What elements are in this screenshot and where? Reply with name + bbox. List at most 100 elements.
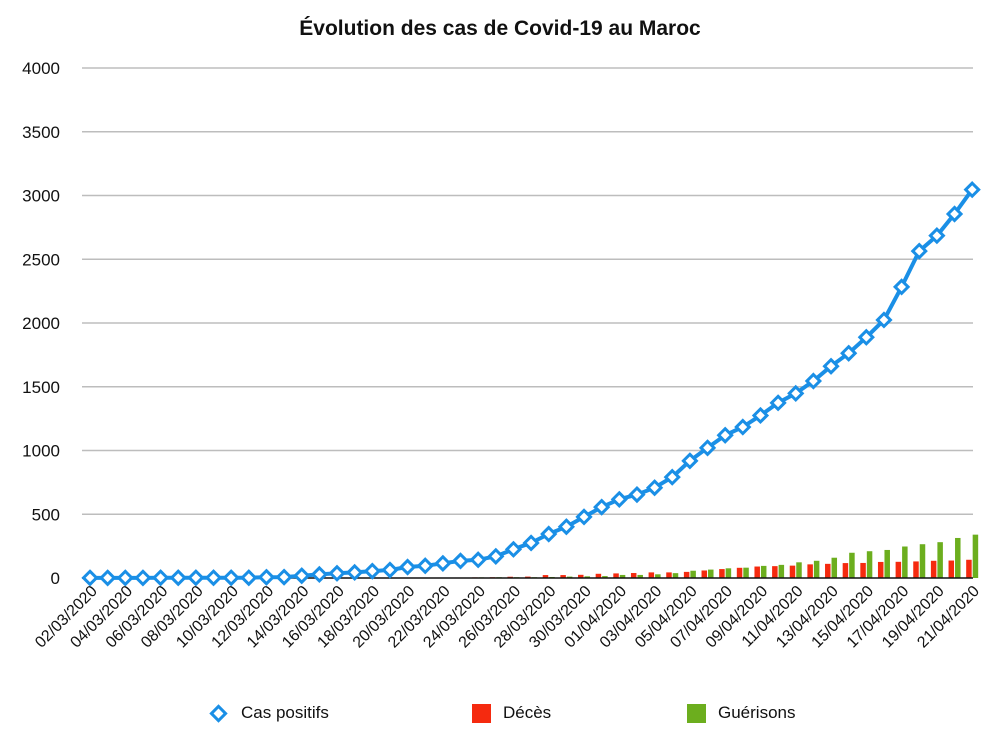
cas-positifs-point: [698, 439, 717, 457]
deces-bar: [648, 572, 655, 578]
guerisons-bar: [743, 567, 749, 578]
deces-bar: [701, 570, 708, 578]
cas-positifs-point: [293, 567, 311, 585]
deces-bar: [930, 560, 937, 578]
guerisons-bar: [902, 546, 908, 578]
grid-lines: [82, 67, 973, 515]
cas-positifs-point: [557, 518, 575, 536]
cas-positifs-point: [804, 372, 823, 390]
deces-bar: [825, 563, 831, 578]
y-tick-label: 1000: [22, 442, 60, 461]
cas-positifs-point: [910, 242, 928, 260]
y-axis-ticks: 0 500 1000 1500 2000 2500 3000 3500 4000: [22, 59, 60, 588]
cas-positifs-point: [840, 344, 858, 362]
guerisons-bar: [831, 557, 838, 578]
cas-positifs-point: [134, 569, 152, 587]
cas-positifs-point: [99, 569, 117, 587]
deces-bar: [595, 573, 602, 578]
y-tick-label: 1500: [22, 378, 60, 397]
cas-positifs-point: [945, 205, 964, 223]
guerisons-bar: [849, 552, 855, 578]
cas-positifs-point: [469, 551, 487, 569]
y-tick-label: 2000: [22, 314, 60, 333]
cas-positifs-point: [487, 547, 505, 565]
cas-positifs-point: [187, 569, 205, 587]
deces-bar: [913, 561, 919, 578]
cas-positifs-point: [204, 569, 223, 587]
cas-positifs-point: [681, 452, 699, 470]
cas-positifs-point: [875, 311, 893, 329]
deces-bar: [895, 561, 902, 578]
x-axis-ticks: 02/03/202004/03/202006/03/202008/03/2020…: [32, 583, 983, 652]
cas-positifs-point: [434, 554, 452, 572]
legend: Cas positifs Décès Guérisons: [0, 703, 1000, 727]
deces-bar: [613, 573, 619, 578]
y-tick-label: 500: [32, 505, 60, 524]
cas-positifs-point: [398, 558, 417, 576]
cas-positifs-point: [522, 534, 540, 552]
guerisons-bar: [813, 560, 820, 578]
legend-label-deces: Décès: [503, 703, 552, 722]
guerisons-bar: [708, 569, 714, 578]
cas-positifs-point: [787, 384, 805, 403]
cas-positifs-point: [540, 525, 558, 543]
cas-positifs-point: [716, 426, 734, 444]
deces-bar: [666, 572, 672, 578]
cas-positifs-point: [328, 564, 346, 582]
cas-positifs-point: [822, 357, 840, 375]
cas-positifs-point: [928, 227, 946, 245]
deces-bar: [719, 569, 725, 578]
guerisons-bar: [796, 562, 802, 578]
line-series: [81, 181, 981, 587]
deces-bar: [860, 562, 866, 578]
cas-positifs-point: [381, 561, 399, 579]
guerisons-bar: [672, 573, 679, 578]
deces-bar: [877, 561, 884, 578]
deces-bar: [683, 571, 690, 578]
cas-positifs-point: [222, 569, 240, 587]
y-tick-label: 3000: [22, 187, 60, 206]
y-tick-label: 0: [51, 569, 60, 588]
cas-positifs-point: [416, 557, 434, 575]
deces-bar: [807, 564, 813, 578]
deces-bar: [772, 566, 778, 578]
guerisons-bar: [778, 564, 785, 578]
cas-positifs-point: [963, 181, 981, 199]
guerisons-bar: [637, 574, 643, 578]
legend-label-cas-positifs: Cas positifs: [241, 703, 329, 722]
guerisons-bar: [972, 534, 979, 578]
y-tick-label: 2500: [22, 250, 60, 269]
cas-positifs-point: [892, 278, 911, 296]
cas-positifs-point: [169, 569, 187, 587]
deces-bar: [578, 574, 584, 578]
cas-positifs-point: [451, 552, 470, 570]
cas-positifs-point: [751, 406, 770, 425]
deces-bar: [630, 573, 637, 578]
y-tick-label: 4000: [22, 59, 60, 78]
cas-positifs-point: [504, 540, 523, 558]
guerisons-bar: [955, 537, 961, 578]
guerisons-bar: [725, 568, 732, 578]
cas-positifs-point: [769, 394, 787, 412]
cas-positifs-point: [81, 569, 99, 587]
legend-diamond-marker-icon: [209, 703, 228, 723]
cas-positifs-point: [593, 498, 611, 516]
deces-bar: [842, 563, 849, 578]
cas-positifs-point: [857, 328, 875, 346]
deces-bar: [789, 565, 796, 578]
cas-positifs-point: [346, 563, 364, 582]
deces-bar: [542, 575, 549, 578]
guerisons-bar: [919, 544, 926, 578]
cas-positifs-point: [363, 562, 381, 580]
cas-positifs-point: [663, 468, 681, 486]
guerisons-bar: [690, 570, 696, 578]
guerisons-bar: [584, 576, 591, 578]
legend-item-deces: Décès: [472, 703, 551, 723]
guerisons-bar: [655, 574, 661, 578]
legend-label-guerisons: Guérisons: [718, 703, 796, 722]
cas-positifs-point: [734, 418, 752, 436]
guerisons-bar: [602, 576, 608, 578]
cas-positifs-point: [151, 569, 170, 587]
guerisons-bar: [937, 542, 943, 578]
